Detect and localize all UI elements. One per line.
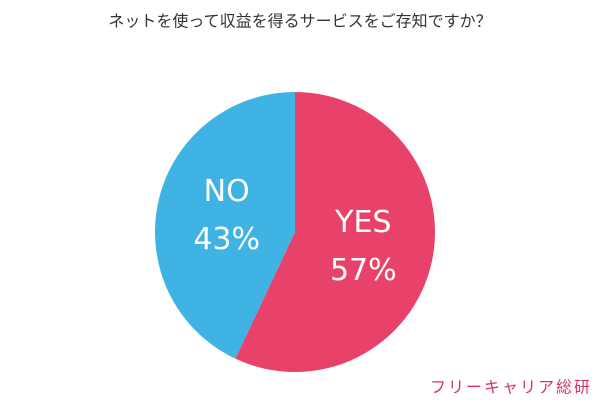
pie-slice — [155, 92, 295, 359]
value-label: 57% — [330, 253, 397, 288]
slice-label: NO — [204, 174, 250, 209]
slice-label: YES — [334, 205, 391, 240]
source: フリーキャリア総研 — [430, 378, 592, 397]
pie-slice — [235, 92, 436, 372]
chart-title: ネットを使って収益を得るサービスをご存知ですか？ — [108, 12, 491, 31]
value-label: 43% — [193, 222, 260, 257]
